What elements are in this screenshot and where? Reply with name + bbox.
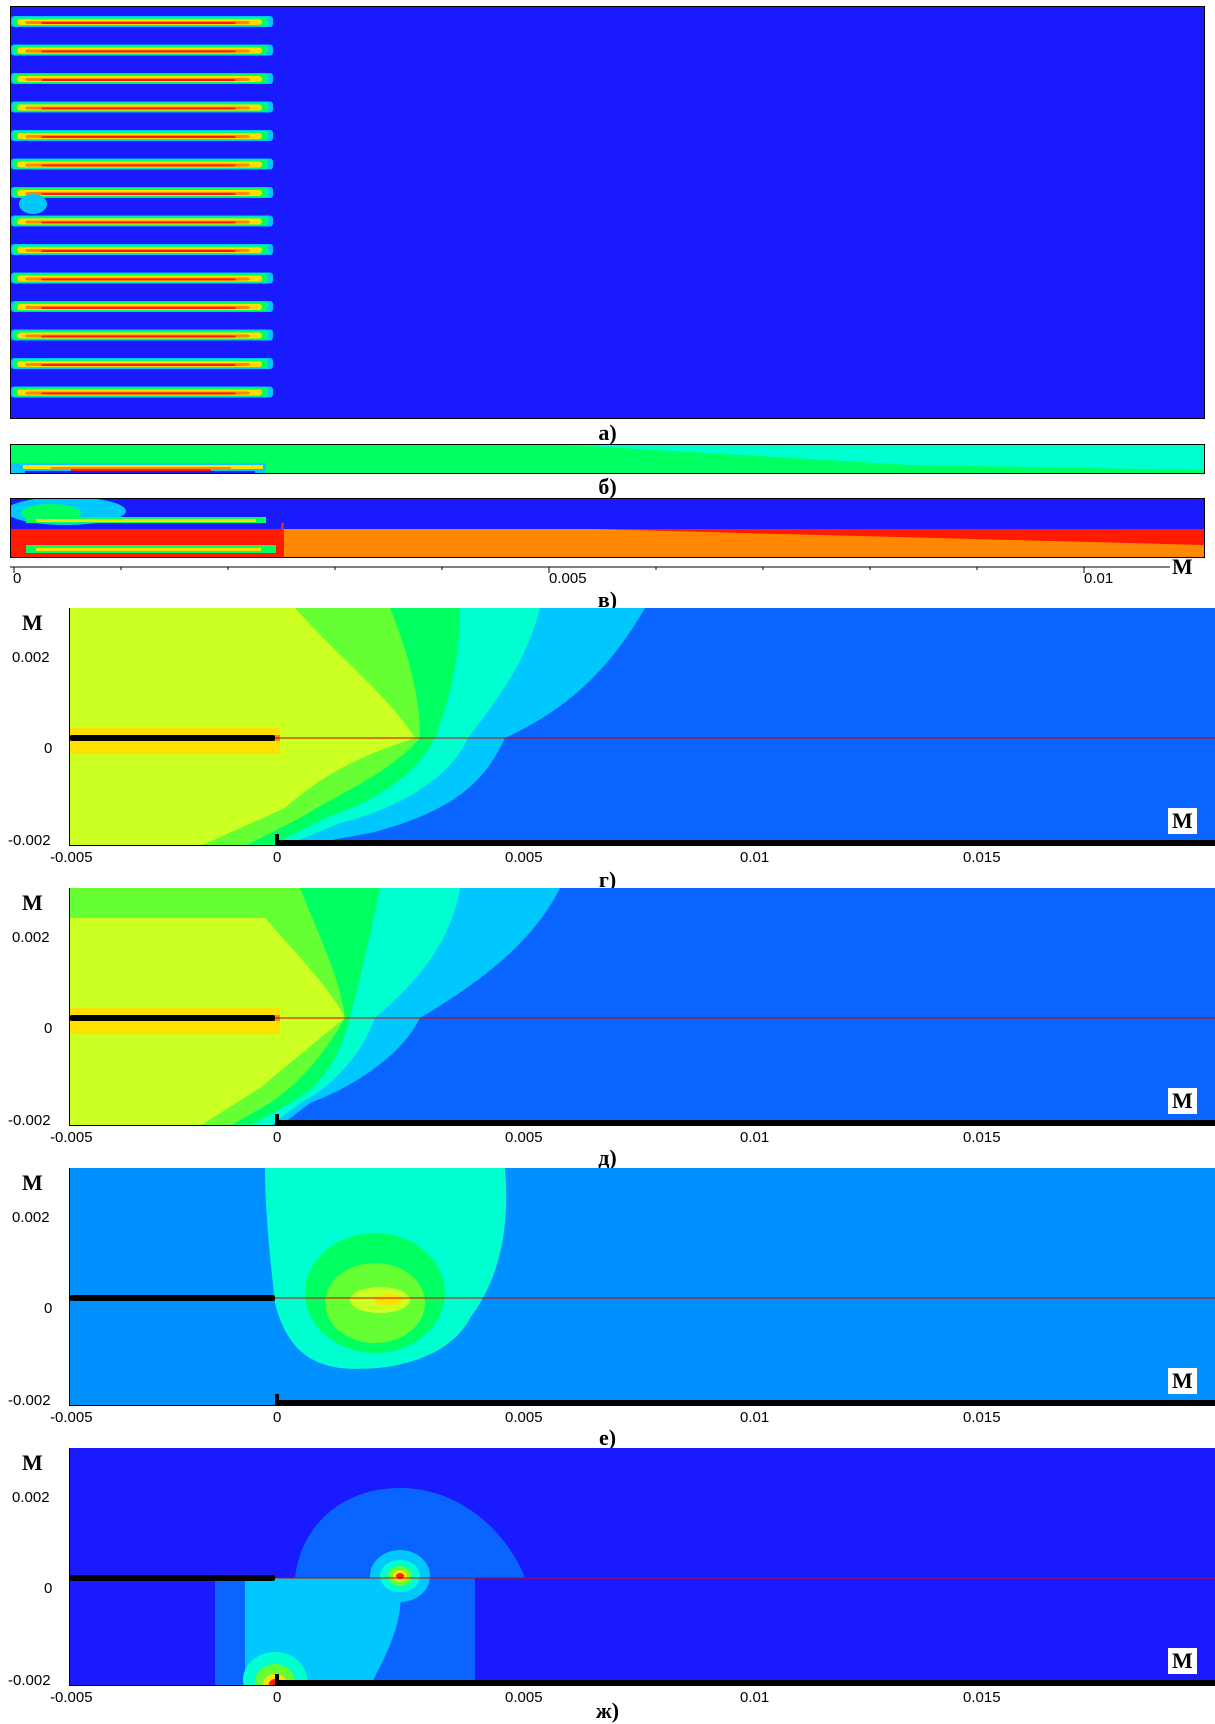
panel-zh-xtick-0005: 0.005 xyxy=(505,1689,543,1706)
panel-a xyxy=(10,6,1205,419)
panel-g-y-unit: М xyxy=(22,610,43,635)
caption-g: г) xyxy=(598,867,617,892)
jet-row xyxy=(11,187,273,198)
panel-d-xtick-m0005: -0.005 xyxy=(50,1129,93,1146)
panel-b xyxy=(10,444,1205,474)
panel-g-field xyxy=(69,608,1215,846)
panel-zh-ytick-0: 0 xyxy=(44,1580,53,1597)
panel-d-xtick-001: 0.01 xyxy=(740,1129,770,1146)
jet-row xyxy=(11,101,273,113)
panel-zh-ytick-m0002: -0.002 xyxy=(8,1672,51,1689)
panel-d-ytick-m0002: -0.002 xyxy=(8,1112,51,1129)
panel-g-ytick-0002: 0.002 xyxy=(12,649,50,666)
panel-zh-xtick-0015: 0.015 xyxy=(963,1689,1001,1706)
jet-row xyxy=(11,329,273,341)
panel-g-x-unit: М xyxy=(1168,808,1197,834)
panel-g-xtick-m0005: -0.005 xyxy=(50,849,93,866)
panel-zh-y-unit: М xyxy=(22,1450,43,1475)
panel-g-xtick-0: 0 xyxy=(273,849,282,866)
panel-a-contour xyxy=(11,7,1204,418)
panel-zh-xtick-m0005: -0.005 xyxy=(50,1689,93,1706)
panel-g-xtick-0015: 0.015 xyxy=(963,849,1001,866)
panel-d-ytick-0002: 0.002 xyxy=(12,929,50,946)
panel-zh-field xyxy=(69,1448,1215,1686)
panel-d-xtick-0: 0 xyxy=(273,1129,282,1146)
panel-d-contour xyxy=(70,888,1215,1125)
panel-e-field xyxy=(69,1168,1215,1406)
panel-v xyxy=(10,498,1205,558)
panel-v-contour xyxy=(11,499,1204,557)
panel-d-y-unit: М xyxy=(22,890,43,915)
ruler-unit: М xyxy=(1172,554,1193,579)
jet-row xyxy=(11,358,273,369)
caption-b: б) xyxy=(598,474,617,499)
jet-row xyxy=(11,158,273,170)
panel-e-y-unit: М xyxy=(22,1170,43,1195)
panel-e-contour xyxy=(70,1168,1215,1405)
panel-e-x-unit: М xyxy=(1168,1368,1197,1394)
panel-zh-xtick-001: 0.01 xyxy=(740,1689,770,1706)
panel-b-field xyxy=(10,444,1205,474)
jet-row xyxy=(11,272,273,284)
ruler-axis xyxy=(10,566,1170,573)
panel-d-ytick-0: 0 xyxy=(44,1020,53,1037)
jet-row xyxy=(11,215,273,227)
panel-e-xtick-0005: 0.005 xyxy=(505,1409,543,1426)
caption-v: в) xyxy=(597,587,618,612)
panel-e-xtick-m0005: -0.005 xyxy=(50,1409,93,1426)
panel-g: М 0.002 0 -0.002 М -0.005 0 0.005 0.01 0… xyxy=(0,608,1215,872)
jet-row xyxy=(11,130,273,141)
panel-g-xtick-0005: 0.005 xyxy=(505,849,543,866)
panel-d-xtick-0005: 0.005 xyxy=(505,1129,543,1146)
jet-row xyxy=(11,301,273,312)
caption-a: а) xyxy=(598,420,617,445)
jet-bubble xyxy=(19,194,47,214)
jet-row xyxy=(11,73,273,84)
panel-zh-xtick-0: 0 xyxy=(273,1689,282,1706)
ruler-tick-0: 0 xyxy=(13,570,22,587)
panel-g-xtick-001: 0.01 xyxy=(740,849,770,866)
caption-d: д) xyxy=(598,1145,617,1170)
ruler: 0 0.005 0.01 М xyxy=(10,556,1205,596)
panel-e-ytick-m0002: -0.002 xyxy=(8,1392,51,1409)
jet-row xyxy=(11,386,273,398)
panel-e-xtick-001: 0.01 xyxy=(740,1409,770,1426)
panel-g-ytick-0: 0 xyxy=(44,740,53,757)
panel-zh-x-unit: М xyxy=(1168,1648,1197,1674)
panel-d: М 0.002 0 -0.002 М -0.005 0 0.005 0.01 0… xyxy=(0,888,1215,1152)
panel-g-contour xyxy=(70,608,1215,845)
ruler-tick-0005: 0.005 xyxy=(549,570,587,587)
panel-e-xtick-0: 0 xyxy=(273,1409,282,1426)
panel-v-field xyxy=(10,498,1205,558)
panel-b-contour xyxy=(11,445,1204,473)
caption-e: е) xyxy=(598,1425,617,1450)
panel-e-ytick-0: 0 xyxy=(44,1300,53,1317)
caption-zh: ж) xyxy=(595,1698,620,1723)
panel-zh-contour xyxy=(70,1448,1215,1685)
panel-d-field xyxy=(69,888,1215,1126)
panel-zh-ytick-0002: 0.002 xyxy=(12,1489,50,1506)
ruler-tick-001: 0.01 xyxy=(1084,570,1114,587)
panel-d-x-unit: М xyxy=(1168,1088,1197,1114)
panel-a-field xyxy=(10,6,1205,419)
jet-row xyxy=(11,44,273,56)
jet-row xyxy=(11,244,273,255)
panel-d-xtick-0015: 0.015 xyxy=(963,1129,1001,1146)
panel-g-ytick-m0002: -0.002 xyxy=(8,832,51,849)
panel-e: М 0.002 0 -0.002 М -0.005 0 0.005 0.01 0… xyxy=(0,1168,1215,1432)
panel-zh: М 0.002 0 -0.002 М -0.005 0 0.005 0.01 0 xyxy=(0,1448,1215,1712)
panel-a-jet-rows xyxy=(11,16,273,398)
panel-e-xtick-0015: 0.015 xyxy=(963,1409,1001,1426)
jet-row xyxy=(11,16,273,27)
panel-e-ytick-0002: 0.002 xyxy=(12,1209,50,1226)
